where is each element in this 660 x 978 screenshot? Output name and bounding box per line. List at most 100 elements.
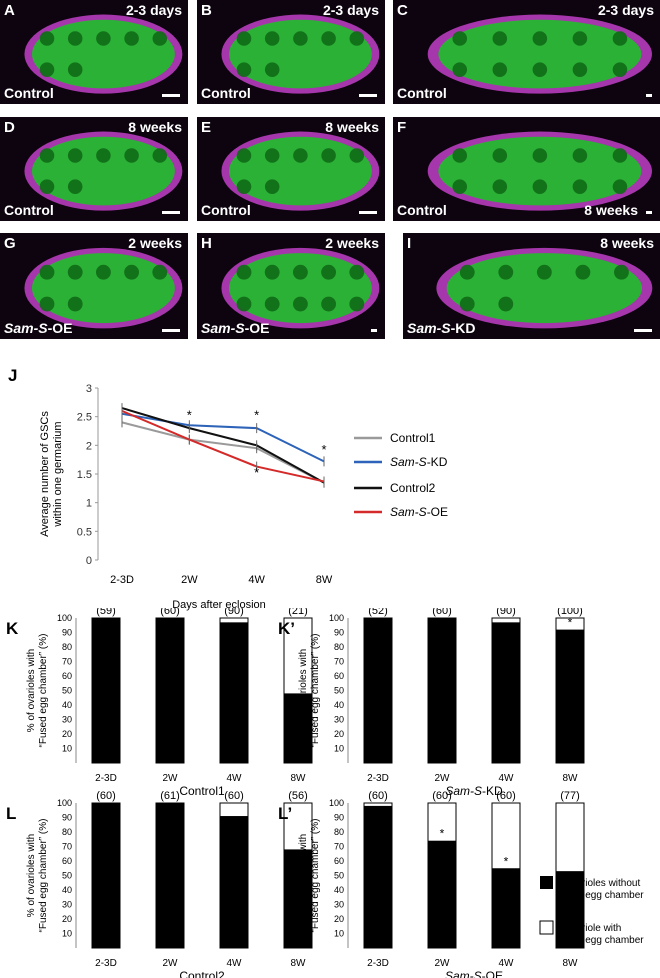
x-tick-label: 2W	[181, 574, 198, 586]
time-label: 8 weeks	[325, 119, 379, 135]
x-tick-label: 4W	[248, 574, 265, 586]
condition-label: Sam-S-OE	[4, 320, 73, 336]
y-tick-label: 10	[334, 929, 344, 939]
y-tick-label: 40	[334, 885, 344, 895]
y-tick-label: 20	[62, 914, 72, 924]
y-tick-label: 50	[62, 686, 72, 696]
y-tick-label: 2	[86, 440, 92, 452]
bar-chart-1: K 10 20 30 40 50 60 70 80 90 100 % of ovarioles wit…	[6, 608, 313, 798]
condition-label: Control	[397, 85, 447, 101]
y-tick-label: 100	[329, 613, 344, 623]
chart-title: Control1	[179, 784, 225, 798]
micrograph-panel-i: I 8 weeks Sam-S-KD	[403, 233, 660, 339]
y-tick-label: 30	[334, 715, 344, 725]
y-tick-label: 30	[62, 715, 72, 725]
egg-chamber-image	[221, 247, 380, 329]
sample-count: (60)	[368, 790, 388, 802]
sample-count: (60)	[432, 608, 452, 617]
time-label: 2-3 days	[322, 2, 379, 18]
bar-chart-4: L’ 10 20 30 40 50 60 70 80 90 100 % of ovarioles wi…	[278, 790, 585, 978]
y-tick-label: 80	[334, 642, 344, 652]
y-tick-label: 80	[334, 827, 344, 837]
panel-label: D	[4, 119, 15, 136]
y-tick-label: 1.5	[77, 469, 92, 481]
sample-count: (21)	[288, 608, 308, 617]
x-tick-label: 2-3D	[95, 773, 117, 784]
egg-chamber-image	[427, 131, 652, 211]
bar-without-fused	[156, 803, 184, 948]
time-label: 2 weeks	[325, 235, 379, 251]
y-tick-label: 20	[334, 729, 344, 739]
y-tick-label: 10	[62, 929, 72, 939]
significance-star: *	[254, 465, 259, 480]
y-tick-label: 60	[62, 856, 72, 866]
scale-bar	[646, 94, 652, 97]
scale-bar	[371, 329, 377, 332]
y-tick-label: 50	[334, 871, 344, 881]
sample-count: (60)	[432, 790, 452, 802]
x-tick-label: 8W	[316, 574, 333, 586]
bar-without-fused	[556, 871, 584, 948]
sample-count: (60)	[496, 790, 516, 802]
sample-count: (90)	[224, 608, 244, 617]
chart-title: Sam-S-OE	[445, 969, 503, 978]
bar-without-fused	[492, 868, 520, 948]
bar-without-fused	[492, 622, 520, 763]
panel-label: E	[201, 119, 212, 136]
time-label: 8 weeks	[600, 235, 654, 251]
time-label: 2-3 days	[597, 2, 654, 18]
y-tick-label: 20	[334, 914, 344, 924]
significance-star: *	[187, 408, 192, 423]
egg-chamber-image	[24, 131, 183, 211]
bar-without-fused	[428, 618, 456, 763]
panel-label: L	[6, 804, 16, 823]
bar-without-fused	[364, 805, 392, 948]
bar-chart-3: L 10 20 30 40 50 60 70 80 90 100 % of ovarioles wit…	[6, 790, 313, 978]
y-tick-label: 3	[86, 383, 92, 395]
bar-without-fused	[92, 803, 120, 948]
micrograph-panel-g: G 2 weeks Sam-S-OE	[0, 233, 188, 339]
bar-without-fused	[156, 618, 184, 763]
condition-label: Control	[201, 202, 251, 218]
chart-title: Sam-S-KD	[445, 784, 503, 798]
series-line-3	[121, 410, 325, 483]
panel-label: K	[6, 619, 19, 638]
y-tick-label: 50	[334, 686, 344, 696]
x-tick-label: 2W	[163, 958, 179, 969]
legend-label: : Ovariole with fused egg chamber	[558, 923, 644, 946]
panel-label: K’	[278, 619, 295, 638]
y-tick-label: 90	[334, 813, 344, 823]
y-tick-label: 100	[57, 613, 72, 623]
y-tick-label: 20	[62, 729, 72, 739]
legend-label: Control2	[390, 481, 436, 495]
condition-label: Control	[4, 85, 54, 101]
time-label: 2-3 days	[125, 2, 182, 18]
micrograph-panel-a: A 2-3 days Control	[0, 0, 188, 104]
y-tick-label: 70	[334, 842, 344, 852]
x-tick-label: 2W	[435, 773, 451, 784]
y-tick-label: 80	[62, 827, 72, 837]
x-tick-label: 2-3D	[110, 574, 134, 586]
bar-without-fused	[284, 693, 312, 763]
scale-bar	[359, 94, 377, 97]
scale-bar	[162, 211, 180, 214]
micrograph-panel-c: C 2-3 days Control	[393, 0, 660, 104]
gsc-line-chart: 0 0.5 1 1.5 2 2.5 3 2-3D 2W 4W 8W Days after eclosi…	[39, 383, 448, 611]
sample-count: (77)	[560, 790, 580, 802]
time-label: 2 weeks	[128, 235, 182, 251]
y-axis-label: % of ovarioles with“Fused egg chamber” (…	[298, 634, 321, 748]
y-tick-label: 60	[334, 856, 344, 866]
time-label: 8 weeks	[584, 202, 638, 218]
y-tick-label: 70	[62, 657, 72, 667]
time-label: 8 weeks	[128, 119, 182, 135]
y-tick-label: 40	[334, 700, 344, 710]
panel-label: A	[4, 2, 15, 19]
x-tick-label: 8W	[563, 773, 579, 784]
y-tick-label: 10	[334, 744, 344, 754]
scale-bar	[634, 329, 652, 332]
y-tick-label: 60	[334, 671, 344, 681]
panel-label: H	[201, 235, 212, 252]
condition-label: Control	[397, 202, 447, 218]
significance-star: *	[504, 854, 509, 868]
micrograph-panel-f: F 8 weeks Control	[393, 117, 660, 221]
